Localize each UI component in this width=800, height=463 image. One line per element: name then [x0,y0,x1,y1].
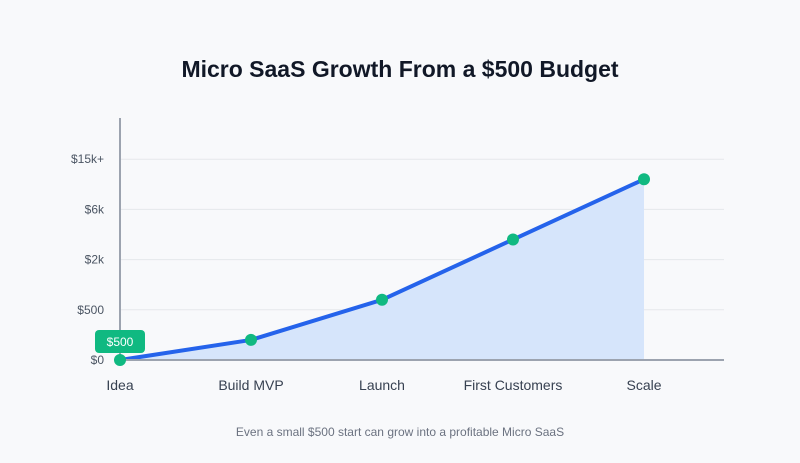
annotation-badge: $500 [95,330,145,353]
y-tick-label: $6k [85,202,105,216]
y-tick-label: $500 [77,303,104,317]
y-tick-label: $15k+ [71,152,104,166]
y-tick-label: $2k [85,253,105,267]
x-tick-label: Launch [359,377,405,393]
annotation-badge-bg [95,330,145,353]
x-tick-label: Idea [106,377,133,393]
data-point[interactable] [638,173,650,186]
x-tick-label: Build MVP [218,377,283,393]
x-tick-label: Scale [626,377,661,393]
data-point[interactable] [114,354,126,366]
data-point[interactable] [245,333,257,346]
data-point[interactable] [376,293,388,306]
annotation-badge-label: $500 [107,335,134,349]
chart-caption: Even a small $500 start can grow into a … [235,425,565,439]
x-tick-label: First Customers [464,377,563,393]
y-tick-label: $0 [91,353,105,367]
chart-title: Micro SaaS Growth From a $500 Budget [181,56,619,82]
area-fill [120,179,644,360]
data-point[interactable] [507,233,519,246]
